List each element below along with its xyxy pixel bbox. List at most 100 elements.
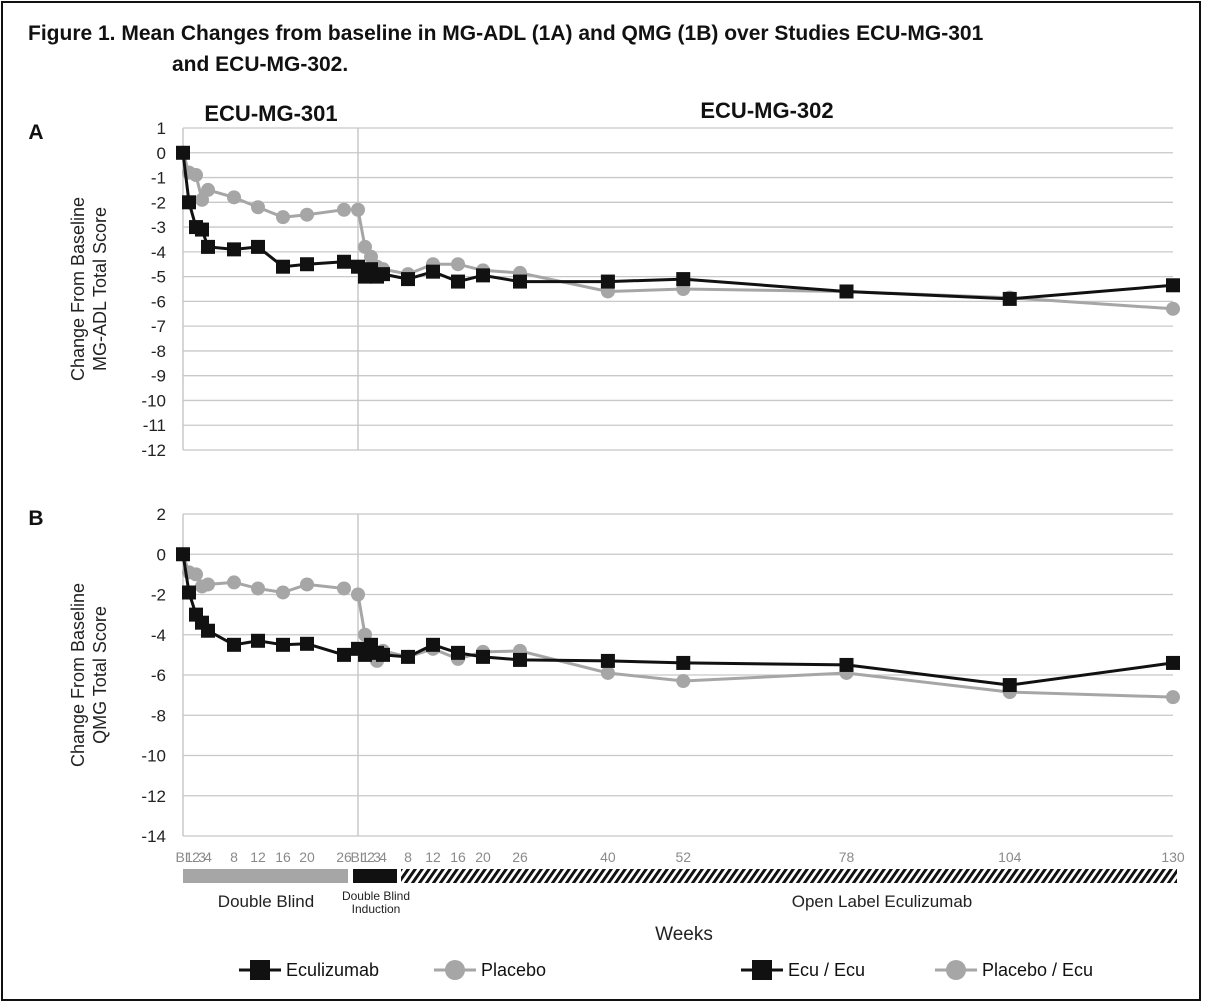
x-tick-label: 3 — [198, 849, 206, 865]
y-tick-label: -2 — [151, 193, 166, 212]
data-point — [351, 202, 365, 217]
data-point — [351, 587, 365, 602]
y-tick-label: -9 — [151, 367, 166, 386]
y-tick-label: -8 — [151, 342, 166, 361]
y-tick-label: -4 — [151, 626, 166, 645]
y-tick-label: 0 — [157, 545, 166, 564]
data-point — [513, 274, 527, 289]
study-301-label: ECU-MG-301 — [204, 101, 337, 126]
data-point — [451, 645, 465, 660]
data-point — [1166, 278, 1180, 293]
panel-a: A 1 0 -1 -2 -3 -4 -5 -6 -7 -8 -9 -10 -11 -12 Change Fro… — [28, 119, 1180, 460]
y-tick-label: -12 — [141, 787, 166, 806]
figure-title: Figure 1. Mean Changes from baseline in … — [28, 18, 1188, 80]
y-tick-label: 1 — [157, 119, 166, 138]
x-tick-label: 12 — [425, 849, 441, 865]
data-point — [227, 637, 241, 652]
x-tick-label: 8 — [404, 849, 412, 865]
figure-title-line-2: and ECU-MG-302. — [172, 53, 349, 76]
x-tick-label: 4 — [379, 849, 387, 865]
data-point — [676, 272, 691, 287]
data-point — [201, 623, 215, 638]
data-point — [839, 284, 854, 299]
y-tick-label: -7 — [151, 317, 166, 336]
series-ecu-ecu — [351, 637, 1180, 693]
legend-marker — [946, 960, 966, 980]
data-point — [476, 649, 490, 664]
data-point — [251, 200, 265, 215]
data-point — [189, 168, 203, 183]
x-tick-label: 8 — [230, 849, 238, 865]
x-tick-label: 12 — [250, 849, 266, 865]
data-point — [201, 182, 215, 197]
x-axis-title: Weeks — [655, 924, 713, 945]
open-label-label: Open Label Eculizumab — [792, 892, 973, 911]
double-blind-bar — [183, 869, 348, 883]
y-axis-title: Change From Baseline MG-ADL Total Score — [68, 197, 110, 381]
data-point — [401, 649, 415, 664]
data-point — [300, 257, 314, 272]
legend-label: Ecu / Ecu — [788, 960, 865, 980]
data-point — [276, 637, 290, 652]
y-tick-label: -3 — [151, 218, 166, 237]
x-tick-label: 1 — [185, 849, 193, 865]
data-point — [251, 633, 265, 648]
x-tick-label: 2 — [192, 849, 200, 865]
data-point — [426, 637, 440, 652]
y-tick-label: -14 — [141, 827, 166, 846]
series-placebo-ecu — [351, 587, 1180, 705]
y-tick-label: -5 — [151, 268, 166, 287]
legend-item: Eculizumab — [239, 960, 379, 980]
y-tick-label: -10 — [141, 747, 166, 766]
x-tick-label: 130 — [1161, 849, 1185, 865]
series-line — [181, 554, 345, 657]
x-tick-label: BL — [350, 849, 367, 865]
x-tick-label: 26 — [336, 849, 352, 865]
data-point — [227, 190, 241, 205]
data-point — [451, 257, 465, 272]
series-placebo — [176, 547, 351, 600]
data-point — [676, 674, 691, 689]
legend-label: Placebo — [481, 960, 546, 980]
y-tick-label: -6 — [151, 292, 166, 311]
x-tick-label: 3 — [373, 849, 381, 865]
data-point — [300, 207, 314, 222]
x-tick-label: 40 — [600, 849, 616, 865]
data-point — [476, 268, 490, 283]
x-tick-label: 16 — [450, 849, 466, 865]
y-tick-label: -2 — [151, 586, 166, 605]
data-point — [182, 585, 196, 600]
legend-item: Placebo — [434, 960, 546, 980]
panel-letter: B — [28, 507, 43, 530]
y-tick-label: -1 — [151, 169, 166, 188]
data-point — [251, 581, 265, 596]
data-point — [337, 254, 351, 269]
data-point — [337, 202, 351, 217]
series-placebo-ecu — [351, 202, 1180, 316]
x-tick-label: 1 — [361, 849, 369, 865]
data-point — [1002, 291, 1017, 306]
panel-b: B 2 0 -2 -4 -6 -8 -10 -12 -14 Change From Baseline… — [28, 505, 1180, 846]
y-axis-title-line-2: MG-ADL Total Score — [90, 207, 110, 371]
x-tick-label: 2 — [367, 849, 375, 865]
series-eculizumab — [176, 547, 351, 662]
legend-marker — [250, 960, 270, 980]
data-point — [201, 239, 215, 254]
legend-marker — [752, 960, 772, 980]
double-blind-label: Double Blind — [218, 892, 314, 911]
x-tick-label: 104 — [998, 849, 1022, 865]
data-point — [376, 267, 390, 282]
series-line — [356, 209, 1174, 311]
y-tick-label: -11 — [143, 416, 166, 435]
x-tick-label: BL — [175, 849, 192, 865]
x-tick-label: 20 — [299, 849, 315, 865]
legend: Eculizumab Placebo Ecu / Ecu Placebo / Ecu — [239, 960, 1093, 980]
induction-label-line-1: Double Blind — [342, 889, 410, 903]
data-point — [251, 239, 265, 254]
y-tick-label: -10 — [141, 391, 166, 410]
x-tick-label: 20 — [475, 849, 491, 865]
data-point — [1166, 301, 1180, 316]
